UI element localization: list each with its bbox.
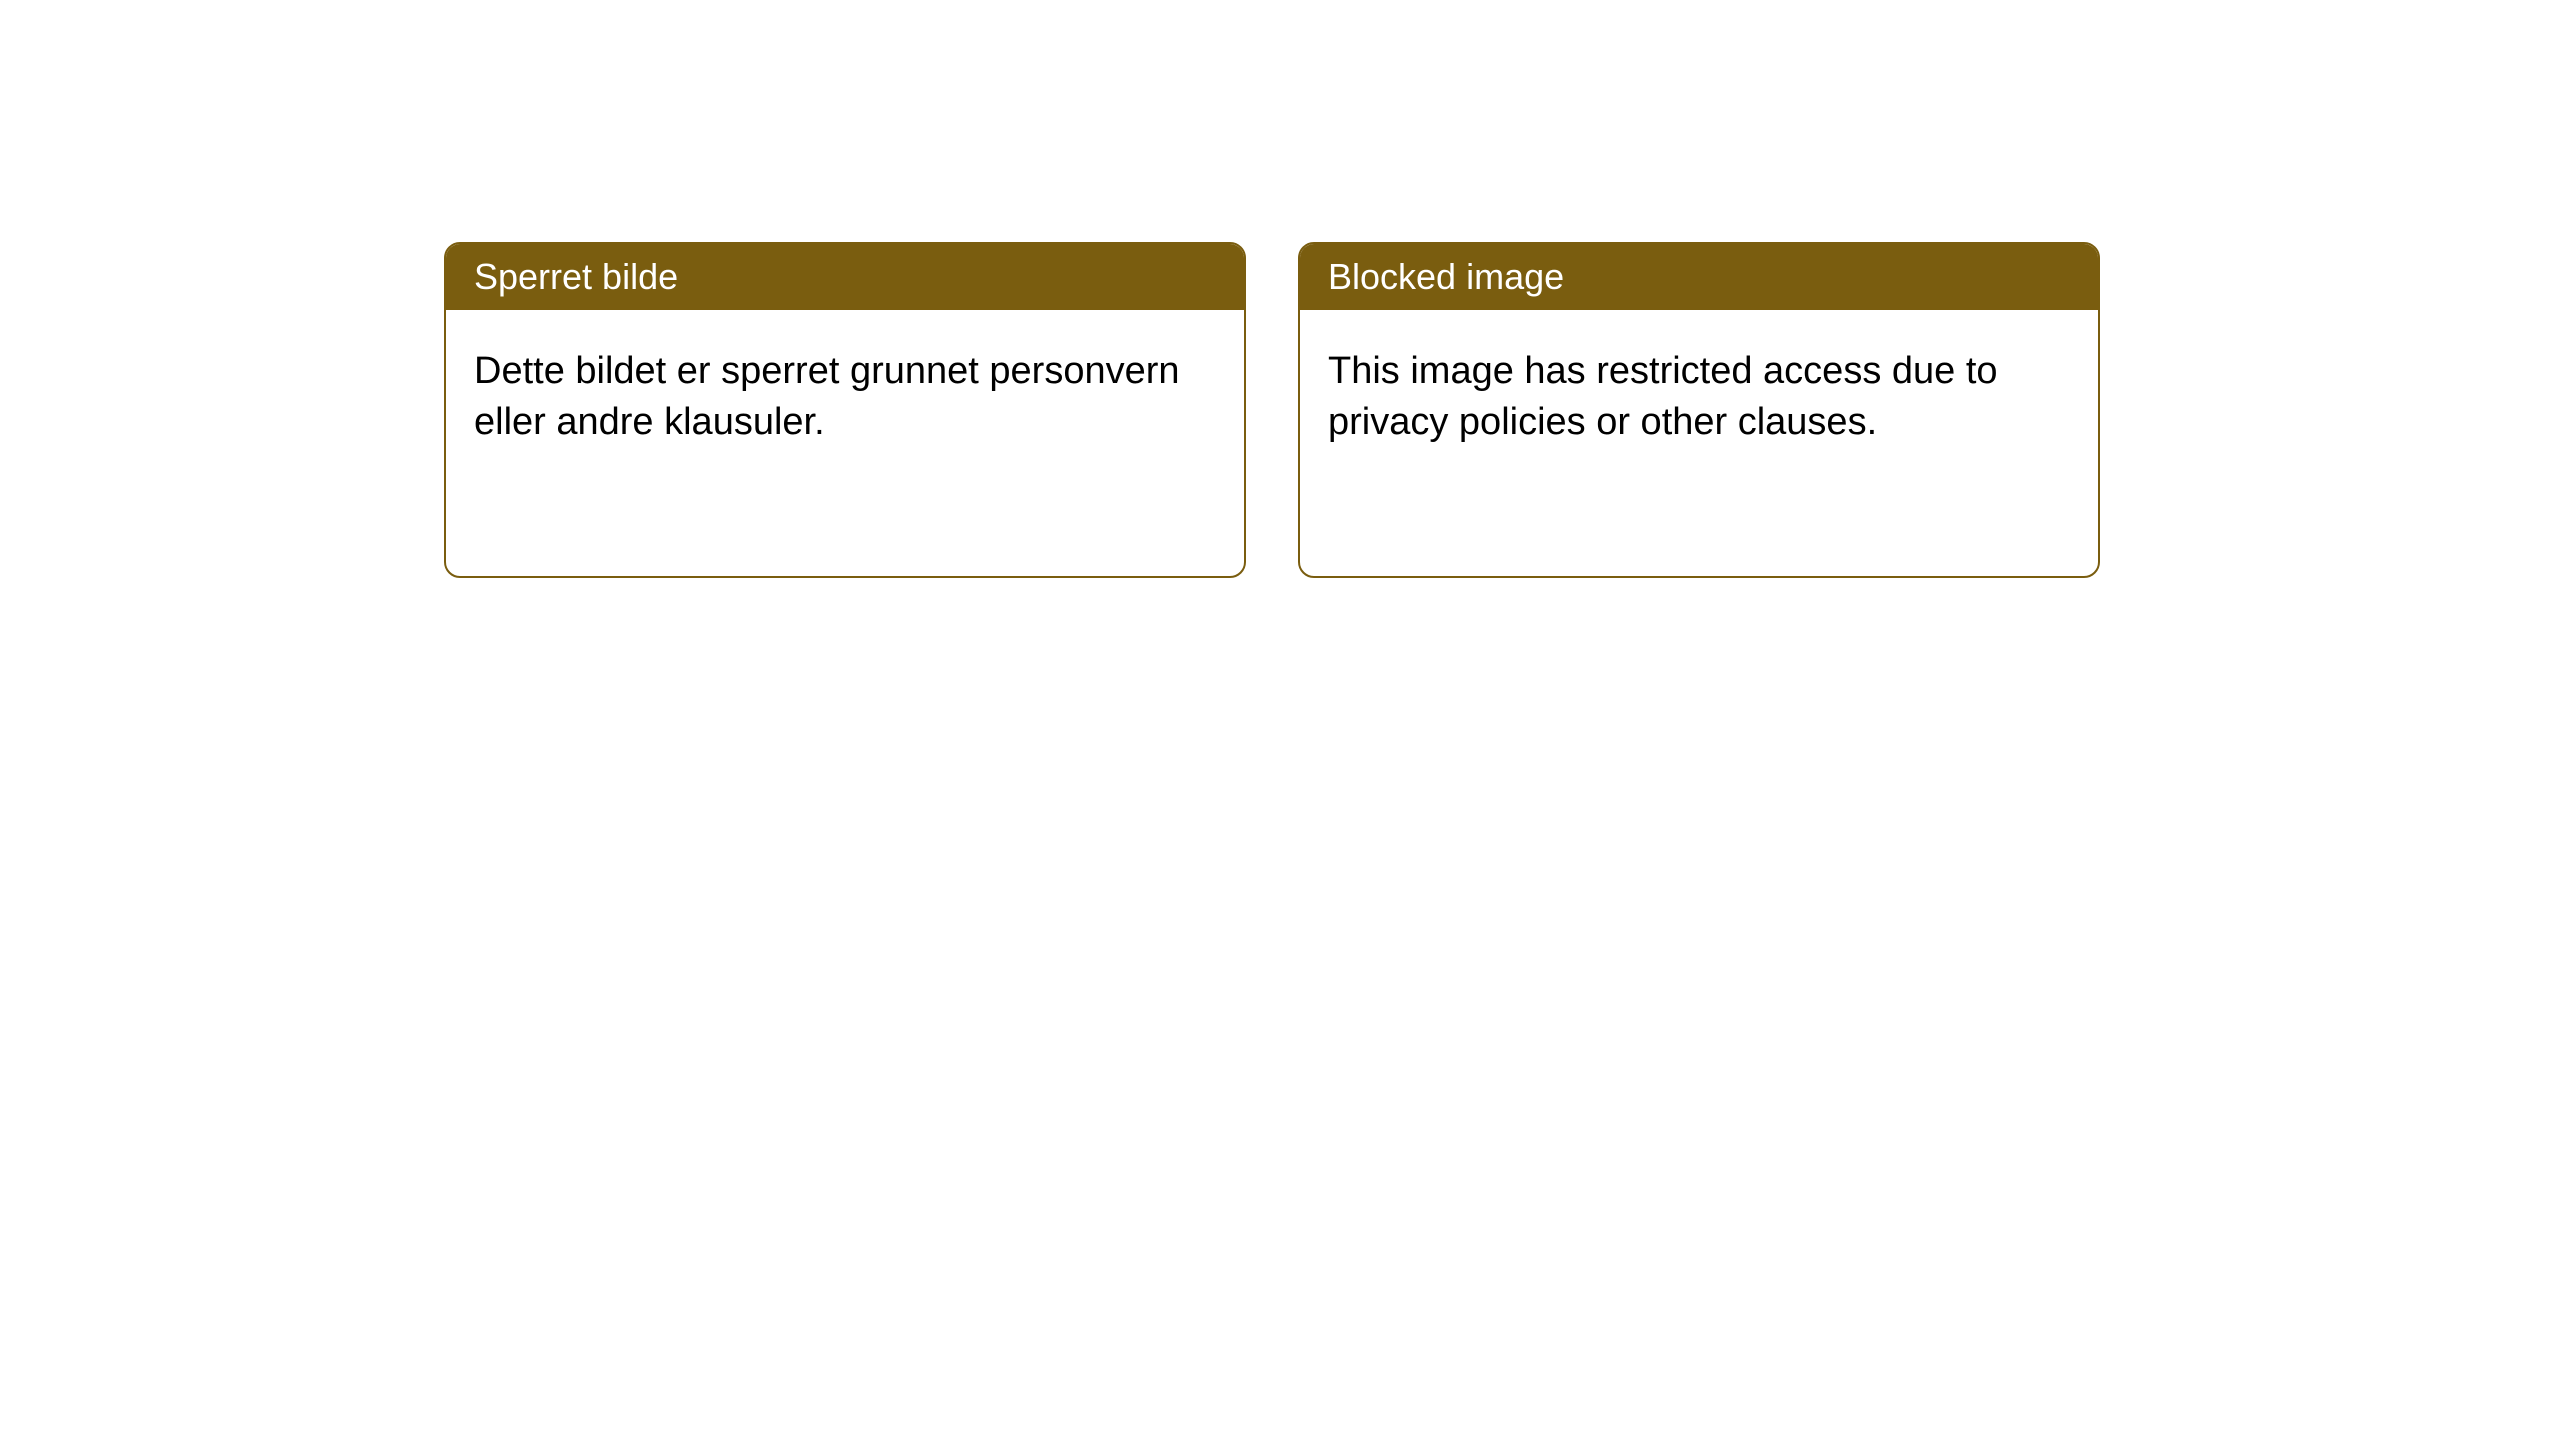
card-body-text: This image has restricted access due to …: [1328, 350, 1998, 443]
card-header: Sperret bilde: [446, 244, 1244, 310]
card-header-text: Sperret bilde: [474, 256, 678, 297]
card-body: Dette bildet er sperret grunnet personve…: [446, 310, 1244, 485]
notice-card-english: Blocked image This image has restricted …: [1298, 242, 2100, 578]
card-body-text: Dette bildet er sperret grunnet personve…: [474, 350, 1180, 443]
card-body: This image has restricted access due to …: [1300, 310, 2098, 485]
notice-card-norwegian: Sperret bilde Dette bildet er sperret gr…: [444, 242, 1246, 578]
notice-card-container: Sperret bilde Dette bildet er sperret gr…: [444, 242, 2100, 578]
card-header-text: Blocked image: [1328, 256, 1564, 297]
card-header: Blocked image: [1300, 244, 2098, 310]
